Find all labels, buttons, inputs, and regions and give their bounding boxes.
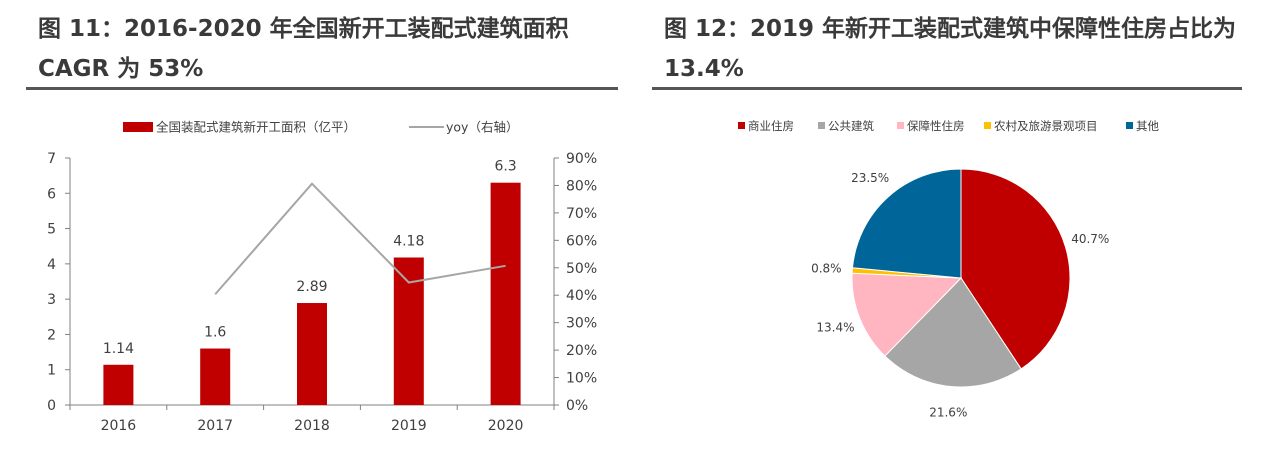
pie-slice [884,277,1022,388]
pie-chart: 商业住房 公共建筑 保障性住房 农村及旅游景观项目 其他 40.7% 21.6% 13.4% 0… [738,119,1159,419]
y-tick-label: 6 [47,186,56,202]
y2-tick-label: 60% [566,233,597,249]
y2-tick-label: 30% [566,316,597,332]
legend-label: 商业住房 [748,119,794,133]
bar [490,182,521,405]
y-tick-label: 0 [47,398,56,414]
y-tick-label: 1 [47,363,56,379]
legend-swatch [738,122,745,129]
bar-chart-legend: 全国装配式建筑新开工面积（亿平） yoy（右轴） [123,120,518,135]
bar [200,348,231,405]
bar-data-label: 6.3 [494,159,516,175]
x-tick-label: 2018 [294,418,330,434]
bar [393,257,424,405]
y2-tick-label: 40% [566,288,597,304]
x-tick-label: 2017 [197,418,233,434]
legend-label: 其他 [1136,119,1159,133]
y-tick-label: 7 [47,151,56,167]
y-tick-label: 2 [47,327,56,343]
pie-data-label: 23.5% [851,171,889,185]
bar-line-chart: 全国装配式建筑新开工面积（亿平） yoy（右轴）012345670%10%20%3… [47,120,597,435]
legend-label: 公共建筑 [828,119,874,133]
pie-data-label: 21.6% [929,405,967,419]
figure-12-title-rule [652,87,1242,90]
y2-tick-label: 10% [566,371,597,387]
y2-tick-label: 80% [566,178,597,194]
legend-swatch-bars [123,122,153,132]
legend-swatch [818,122,825,129]
legend-label-bars: 全国装配式建筑新开工面积（亿平） [156,120,356,135]
figure-12-panel: 图 12：2019 年新开工装配式建筑中保障性住房占比为 13.4% 商业住房 公… [652,0,1242,451]
y2-tick-label: 20% [566,343,597,359]
y2-tick-label: 0% [566,398,588,414]
bar [297,303,327,405]
legend-label: 农村及旅游景观项目 [994,119,1098,133]
figure-11-title-rule [26,87,618,90]
y2-tick-label: 90% [566,151,597,167]
y-tick-label: 5 [47,222,56,238]
bar-data-label: 1.14 [103,341,134,357]
yoy-line [214,182,506,295]
legend-swatch [897,122,904,129]
figure-11-title-line1: 图 11：2016-2020 年全国新开工装配式建筑面积 [38,16,569,42]
y-tick-label: 4 [47,257,56,273]
x-tick-label: 2020 [488,418,524,434]
legend-label: 保障性住房 [907,119,965,133]
pie-chart-legend: 商业住房 公共建筑 保障性住房 农村及旅游景观项目 其他 [738,119,1159,133]
y2-tick-label: 70% [566,206,597,222]
figure-11-title-line2: CAGR 为 53% [38,56,204,82]
bar-data-label: 1.6 [204,325,226,341]
bar-data-label: 2.89 [296,279,327,295]
pie-slice [851,272,963,357]
legend-swatch [984,122,991,129]
x-tick-label: 2016 [101,418,137,434]
x-tick-label: 2019 [391,418,427,434]
bar-data-label: 4.18 [393,234,424,250]
figure-12-title-line1: 图 12：2019 年新开工装配式建筑中保障性住房占比为 [664,16,1237,42]
legend-label-line: yoy（右轴） [446,120,518,135]
y-tick-label: 3 [47,292,56,308]
legend-swatch [1126,122,1133,129]
bar [103,364,134,405]
pie-slice [851,168,962,279]
pie-data-label: 40.7% [1071,232,1109,246]
pie-data-label: 13.4% [816,321,854,335]
pie-data-label: 0.8% [811,262,842,276]
figure-12-title-line2: 13.4% [664,56,744,82]
y2-tick-label: 50% [566,261,597,277]
figure-11-panel: 图 11：2016-2020 年全国新开工装配式建筑面积 CAGR 为 53% … [26,0,618,451]
